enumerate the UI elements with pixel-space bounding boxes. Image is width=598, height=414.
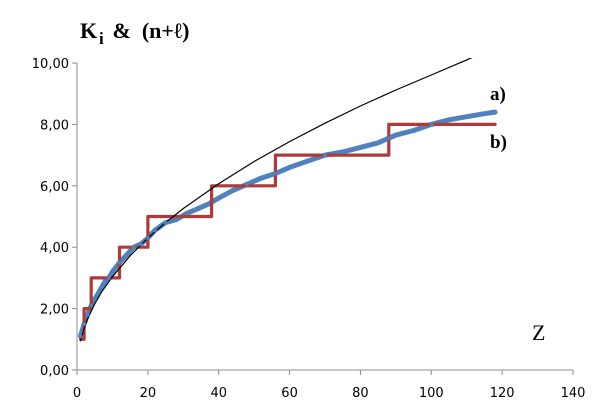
x-tick-label: 80 [352, 386, 369, 401]
y-tick-label: 10,00 [32, 57, 69, 72]
series-a-point [287, 165, 292, 170]
x-axis-label: Z [532, 320, 545, 345]
series-a-point [206, 202, 211, 207]
series-a-point [323, 153, 327, 158]
series-a-point [138, 242, 143, 247]
series-a-point [78, 334, 83, 339]
series-a-point [163, 220, 168, 225]
y-tick-label: 6,00 [40, 180, 69, 195]
series-a-point [340, 150, 345, 155]
series-a-point [110, 269, 115, 274]
series-a-point [103, 278, 108, 283]
series-a-point [131, 245, 136, 250]
series-a-point [85, 312, 90, 317]
series-a-point [195, 206, 200, 211]
series-a-point [447, 117, 451, 122]
series-b-step-line [78, 122, 497, 341]
series-a-line [78, 109, 498, 339]
series-a-point [145, 235, 150, 240]
x-tick-label: 0 [73, 386, 81, 401]
series-a-point [393, 133, 398, 138]
series-a-point [89, 303, 94, 308]
y-tick-label: 4,00 [40, 241, 69, 256]
chart-title-subscript: i [99, 29, 104, 48]
series-a-point [184, 211, 189, 216]
series-a-point [174, 217, 179, 222]
series-a-point [82, 321, 87, 326]
series-a-point [273, 171, 278, 176]
series-a-point [464, 114, 469, 119]
series-a-point [493, 110, 498, 115]
series-a-point [429, 122, 434, 127]
series-a-point [358, 145, 363, 150]
series-a-point [92, 297, 97, 302]
x-tick-label: 60 [281, 386, 298, 401]
x-tick-label: 100 [419, 386, 444, 401]
plot-area [78, 58, 498, 342]
annotation-b: b) [490, 132, 507, 153]
series-a-point [386, 136, 391, 141]
series-a-point [99, 285, 104, 290]
series-a-point [96, 291, 101, 296]
annotation-a: a) [490, 84, 506, 105]
series-a-point [124, 252, 129, 257]
series-a-point [152, 228, 157, 233]
chart-title-main: K [80, 18, 97, 43]
series-a-point [305, 159, 310, 164]
axes: 0,00 2,00 4,00 6,00 8,00 10,00 0 20 40 60 80 100 120… [32, 57, 586, 401]
x-tick-label: 120 [490, 386, 515, 401]
y-tick-label: 2,00 [40, 303, 69, 318]
x-tick-label: 40 [210, 386, 227, 401]
chart-title-rest: & (n+ℓ) [107, 18, 190, 43]
y-tick-label: 8,00 [40, 118, 69, 133]
series-a-point [411, 128, 416, 133]
series-a-point [259, 176, 264, 181]
series-a-point [216, 196, 221, 201]
x-tick-label: 140 [561, 386, 586, 401]
series-a-point [482, 111, 487, 116]
series-a-point [230, 188, 235, 193]
x-tick-label: 20 [140, 386, 157, 401]
series-a-point [376, 140, 381, 145]
series-a-point [106, 275, 111, 280]
series-a-point [117, 260, 122, 265]
series-a-point [245, 182, 250, 187]
trendline [79, 58, 473, 342]
y-tick-label: 0,00 [40, 364, 69, 379]
